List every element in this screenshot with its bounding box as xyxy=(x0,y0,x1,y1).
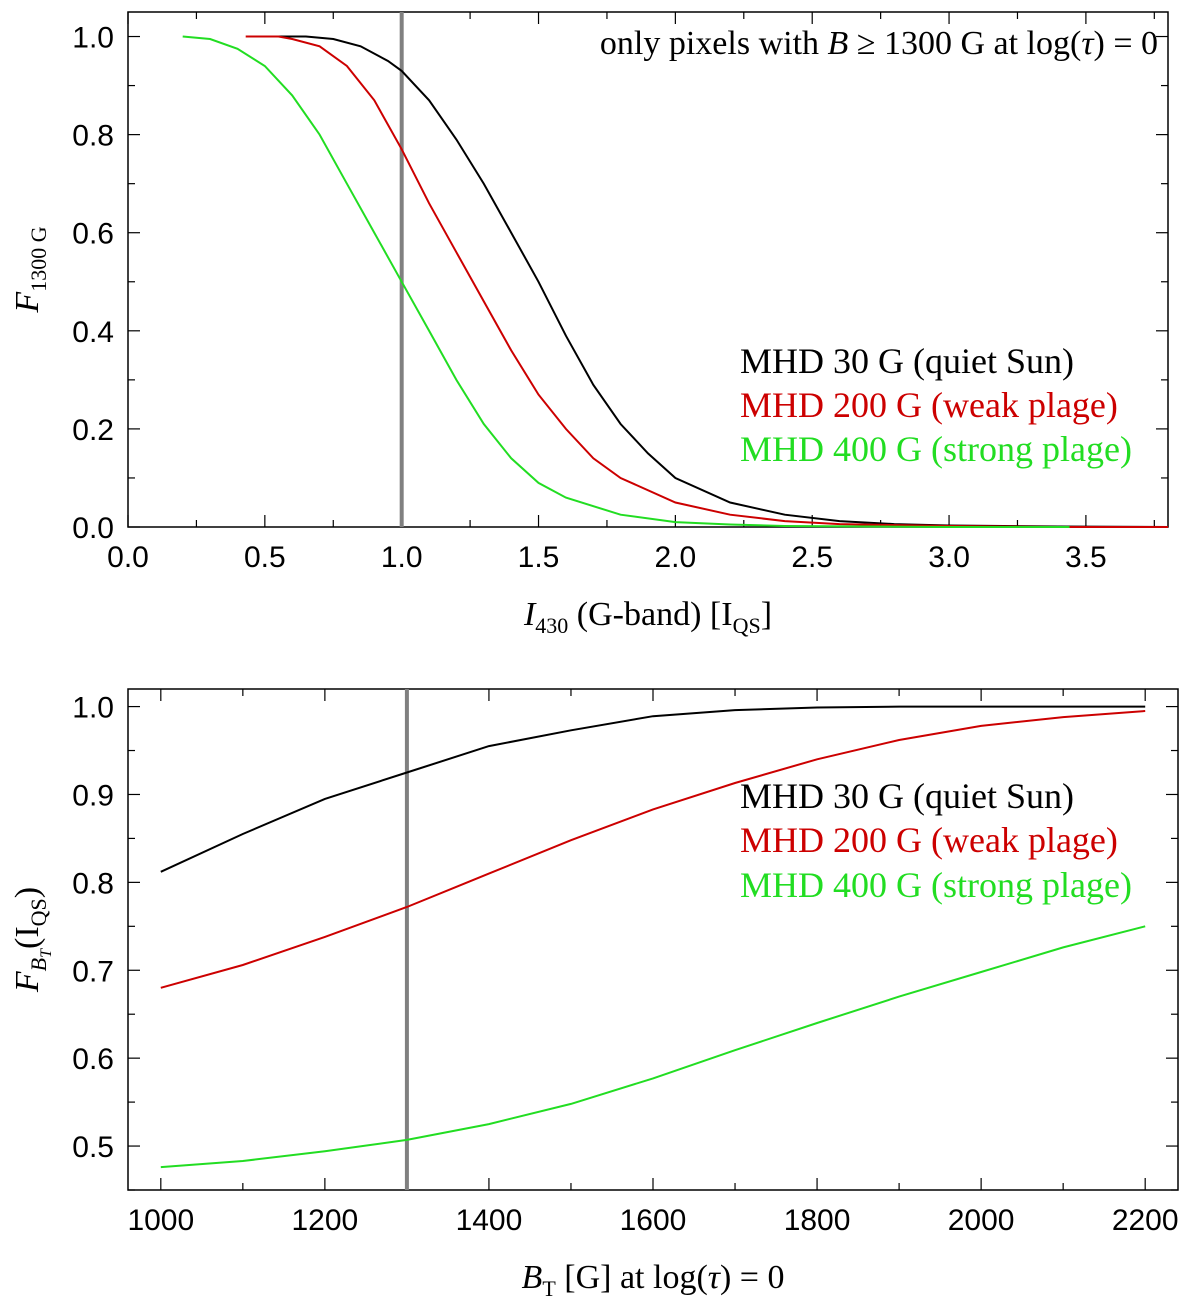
legend-entry: MHD 400 G (strong plage) xyxy=(740,429,1132,469)
y-tick-label: 0.5 xyxy=(72,1131,114,1164)
series-line xyxy=(160,710,1146,989)
bottom-panel: 1000 1200 1400 1600 1800 2000 2200 0.5 0.6 0.7 0.8… xyxy=(9,688,1179,1301)
top-panel: 0.0 0.5 1.0 1.5 2.0 2.5 3.0 3.5 0.0 0.2 0.4 0.6 0.8 1… xyxy=(9,11,1169,638)
y-tick-label: 0.9 xyxy=(72,779,114,812)
y-tick-label: 0.4 xyxy=(72,316,114,349)
x-axis-title: I430 (G-band) [IQS] xyxy=(523,596,772,638)
x-tick-label: 1800 xyxy=(784,1204,851,1237)
x-tick-label: 0.0 xyxy=(107,541,149,574)
y-tick-label: 0.7 xyxy=(72,955,114,988)
y-tick-label: 0.2 xyxy=(72,414,114,447)
series-line xyxy=(160,925,1146,1169)
plot-frame xyxy=(127,688,1179,1191)
x-tick-label: 2.0 xyxy=(655,541,697,574)
x-tick-label: 2.5 xyxy=(791,541,833,574)
series-line xyxy=(251,35,1169,528)
y-tick-label: 0.8 xyxy=(72,867,114,900)
x-tick-label: 2000 xyxy=(948,1204,1015,1237)
series-line xyxy=(182,35,1070,528)
y-axis-title: F1300 G xyxy=(9,226,51,313)
legend-entry: MHD 200 G (weak plage) xyxy=(740,820,1118,860)
x-tick-label: 1600 xyxy=(620,1204,687,1237)
x-tick-label: 1.5 xyxy=(518,541,560,574)
y-tick-label: 0.6 xyxy=(72,1043,114,1076)
x-tick-label: 1200 xyxy=(292,1204,359,1237)
y-tick-label: 1.0 xyxy=(72,692,114,725)
x-tick-label: 0.5 xyxy=(244,541,286,574)
legend-entry: MHD 30 G (quiet Sun) xyxy=(740,776,1074,816)
plot-annotation: only pixels with B ≥ 1300 G at log(τ) = … xyxy=(600,25,1158,62)
x-tick-label: 1000 xyxy=(127,1204,194,1237)
x-tick-label: 1400 xyxy=(456,1204,523,1237)
y-tick-label: 0.0 xyxy=(72,512,114,545)
series-line xyxy=(160,705,1146,873)
plot-frame xyxy=(127,11,1169,528)
x-tick-label: 1.0 xyxy=(381,541,423,574)
y-tick-label: 1.0 xyxy=(72,22,114,55)
legend-entry: MHD 200 G (weak plage) xyxy=(740,385,1118,425)
y-tick-label: 0.6 xyxy=(72,218,114,251)
x-tick-label: 2200 xyxy=(1112,1204,1179,1237)
x-tick-label: 3.0 xyxy=(928,541,970,574)
x-tick-label: 3.5 xyxy=(1065,541,1107,574)
legend-entry: MHD 30 G (quiet Sun) xyxy=(740,341,1074,381)
x-axis-title: BT [G] at log(τ) = 0 xyxy=(522,1259,785,1301)
y-axis-title: FBT(IQS) xyxy=(9,887,55,993)
series-line xyxy=(245,35,1168,528)
y-tick-label: 0.8 xyxy=(72,120,114,153)
legend-entry: MHD 400 G (strong plage) xyxy=(740,865,1132,905)
